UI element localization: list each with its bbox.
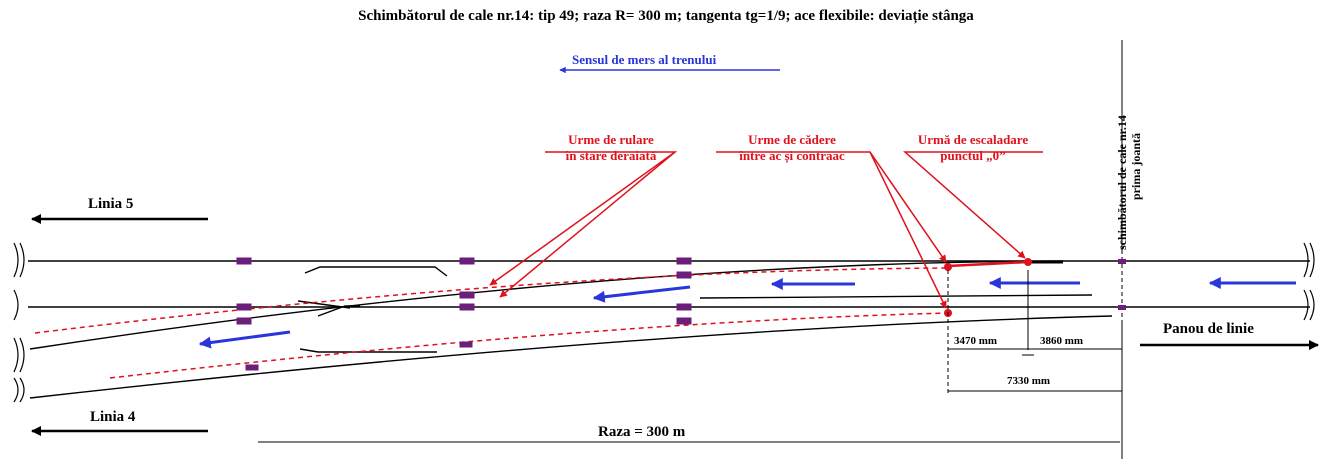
line-arrows bbox=[31, 214, 1319, 436]
right-break-symbols bbox=[1303, 242, 1315, 321]
diverging-outer-rail bbox=[29, 315, 1113, 399]
annotation-pointers bbox=[489, 151, 1043, 309]
panel-label: Panou de linie bbox=[1163, 321, 1254, 337]
linia5-label: Linia 5 bbox=[88, 196, 134, 212]
wing-rail-lower bbox=[299, 348, 437, 353]
derailed-wheel-marks bbox=[34, 267, 949, 379]
linia4-label: Linia 4 bbox=[90, 409, 136, 425]
climb-trace bbox=[947, 260, 1029, 268]
dimension-d2: 3860 mm bbox=[1040, 335, 1084, 347]
mark-points bbox=[944, 258, 1032, 317]
joint-markers bbox=[1118, 259, 1126, 310]
rail-joints bbox=[236, 257, 692, 371]
diagram-title: Schimbătorul de cale nr.14: tip 49; raza… bbox=[358, 8, 974, 24]
train-direction-label: Sensul de mers al trenului bbox=[572, 52, 717, 67]
switch-joint-label-line2: prima joantă bbox=[1129, 133, 1143, 200]
frog-line bbox=[297, 300, 360, 317]
mark-lower bbox=[109, 312, 949, 379]
fall-marks-label: Urme de cădere între ac și contraac bbox=[739, 132, 845, 163]
rolling-marks-label: Urme de rulare în stare deraiată bbox=[565, 132, 657, 163]
train-direction-arrows bbox=[198, 66, 1296, 349]
mark-upper bbox=[34, 267, 949, 334]
switch-blade bbox=[699, 294, 1093, 299]
straight-track bbox=[28, 260, 1310, 308]
diverging-track bbox=[29, 260, 1113, 399]
diverging-inner-rail bbox=[29, 260, 1064, 350]
radius-label: Raza = 300 m bbox=[598, 424, 686, 440]
dimension-lines bbox=[258, 270, 1122, 443]
wing-rail-upper bbox=[304, 266, 448, 277]
switch-joint-label-line1: schimbătorul de cale nr.14 bbox=[1115, 115, 1129, 250]
climb-mark-label: Urmă de escaladare punctul „0” bbox=[917, 132, 1029, 163]
left-break-symbols bbox=[13, 242, 25, 403]
dimension-d1: 3470 mm bbox=[954, 335, 998, 347]
dimension-total: 7330 mm bbox=[1007, 375, 1051, 387]
